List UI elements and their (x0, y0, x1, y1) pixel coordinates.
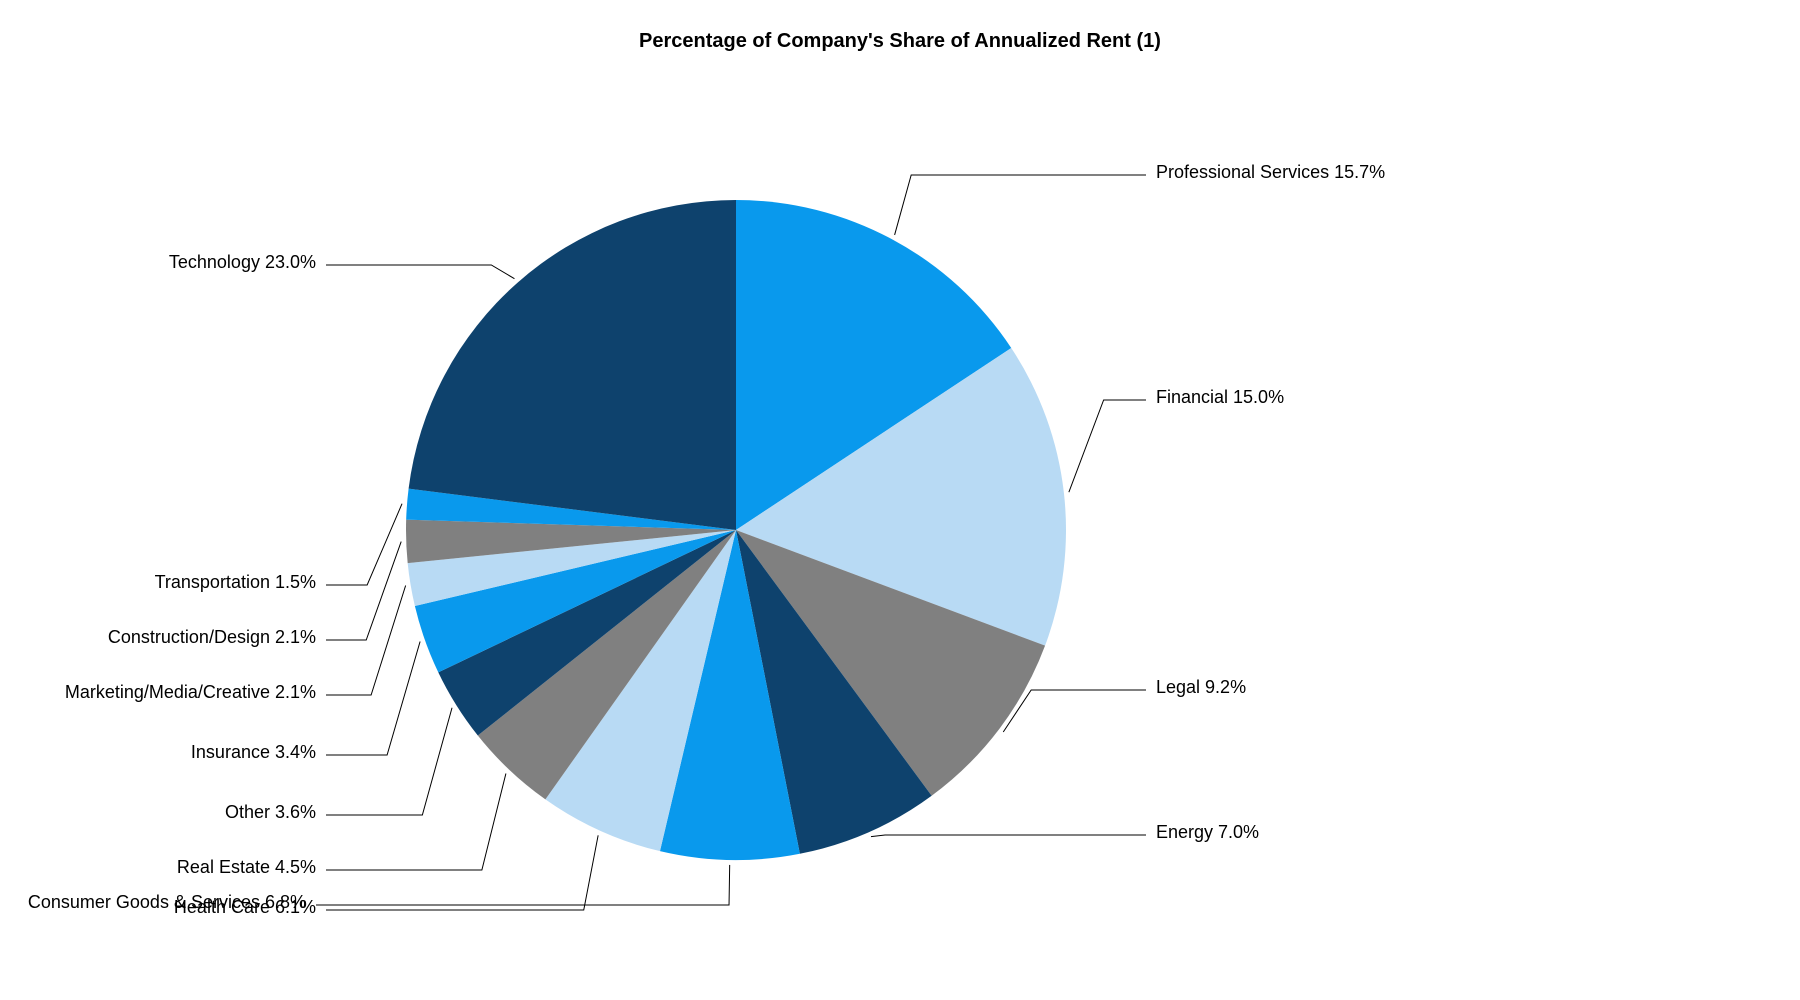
pie-slice (409, 200, 736, 530)
leader-line (326, 641, 420, 755)
leader-line (316, 865, 730, 905)
leader-line (326, 708, 452, 815)
leader-line (326, 835, 598, 910)
slice-label: Professional Services 15.7% (1156, 162, 1385, 183)
slice-label: Energy 7.0% (1156, 822, 1259, 843)
pie-svg (0, 0, 1800, 1000)
leader-line (1069, 400, 1146, 492)
slice-label: Financial 15.0% (1156, 387, 1284, 408)
slice-label: Real Estate 4.5% (177, 857, 316, 878)
leader-line (895, 175, 1146, 235)
leader-line (326, 542, 401, 640)
slice-label: Technology 23.0% (169, 252, 316, 273)
slice-label: Marketing/Media/Creative 2.1% (65, 682, 316, 703)
slice-label: Legal 9.2% (1156, 677, 1246, 698)
slice-label: Construction/Design 2.1% (108, 627, 316, 648)
slice-label: Transportation 1.5% (155, 572, 316, 593)
slice-label: Health Care 6.1% (174, 897, 316, 918)
slice-label: Other 3.6% (225, 802, 316, 823)
leader-line (326, 265, 514, 279)
leader-line (1003, 690, 1146, 732)
leader-line (871, 835, 1146, 837)
chart-container: Percentage of Company's Share of Annuali… (0, 0, 1800, 1000)
slice-label: Insurance 3.4% (191, 742, 316, 763)
leader-line (326, 773, 506, 870)
